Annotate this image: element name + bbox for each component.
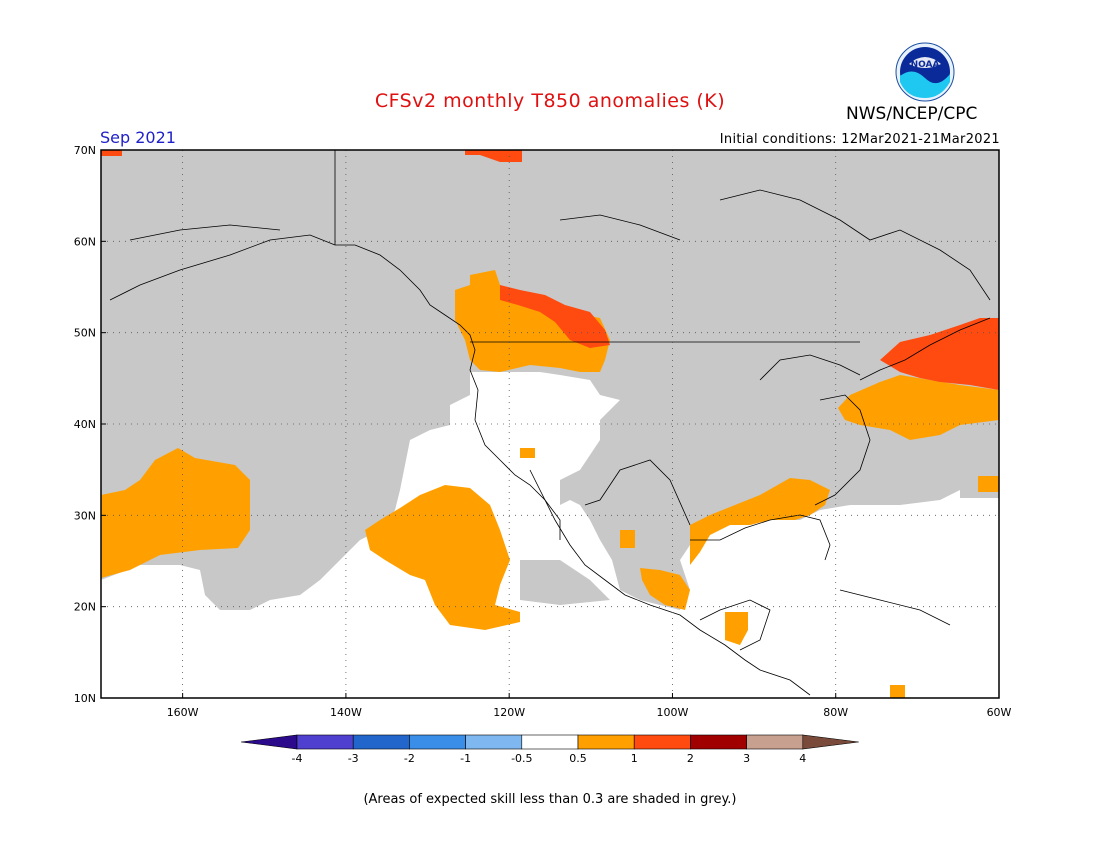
footnote: (Areas of expected skill less than 0.3 a… — [363, 792, 737, 807]
lat-label: 20N — [74, 601, 96, 614]
latitude-labels: 70N 60N 50N 40N 30N 20N 10N — [74, 144, 106, 705]
legend-swatch — [521, 734, 579, 750]
coastlines — [109, 150, 991, 696]
logo-text: NOAA — [911, 60, 940, 70]
color-legend: -4 -3 -2 -1 -0.5 0.5 1 2 3 4 — [240, 734, 859, 765]
legend-swatch — [690, 734, 747, 750]
legend-label: 0.5 — [569, 752, 587, 765]
longitude-labels: 160W 140W 120W 100W 80W 60W — [167, 693, 1012, 719]
lon-label: 140W — [330, 706, 362, 719]
legend-label: -3 — [348, 752, 359, 765]
legend-arrow-low — [240, 734, 298, 750]
lon-label: 120W — [493, 706, 525, 719]
lat-label: 60N — [74, 235, 96, 248]
legend-swatch — [633, 734, 691, 750]
lon-label: 60W — [987, 706, 1012, 719]
lon-label: 80W — [823, 706, 848, 719]
lon-label: 100W — [657, 706, 689, 719]
lat-label: 50N — [74, 327, 96, 340]
legend-label: 2 — [687, 752, 694, 765]
legend-label: 4 — [799, 752, 806, 765]
legend-swatch — [409, 734, 466, 750]
legend-label: -0.5 — [511, 752, 532, 765]
legend-swatch — [577, 734, 635, 750]
lat-label: 70N — [74, 144, 96, 157]
initial-conditions: Initial conditions: 12Mar2021-21Mar2021 — [719, 132, 1000, 147]
forecast-month: Sep 2021 — [100, 128, 176, 147]
lat-label: 40N — [74, 418, 96, 431]
lat-label: 30N — [74, 509, 96, 522]
map-title: CFSv2 monthly T850 anomalies (K) — [374, 90, 726, 112]
legend-swatch — [352, 734, 410, 750]
legend-label: 1 — [631, 752, 638, 765]
legend-label: -4 — [292, 752, 303, 765]
legend-swatch — [465, 734, 523, 750]
legend-arrow-high — [802, 734, 859, 750]
lon-label: 160W — [167, 706, 199, 719]
legend-label: -1 — [460, 752, 471, 765]
noaa-logo: NOAA — [895, 42, 955, 102]
legend-label: 3 — [743, 752, 750, 765]
legend-swatch — [746, 734, 804, 750]
agency-label: NWS/NCEP/CPC — [846, 104, 978, 124]
anomaly-0p5-1 — [101, 270, 999, 698]
anomaly-1-2 — [101, 150, 999, 390]
gridlines — [101, 150, 999, 698]
legend-swatch — [296, 734, 354, 750]
lat-label: 10N — [74, 692, 96, 705]
legend-label: -2 — [404, 752, 415, 765]
low-skill-patch — [520, 560, 610, 605]
